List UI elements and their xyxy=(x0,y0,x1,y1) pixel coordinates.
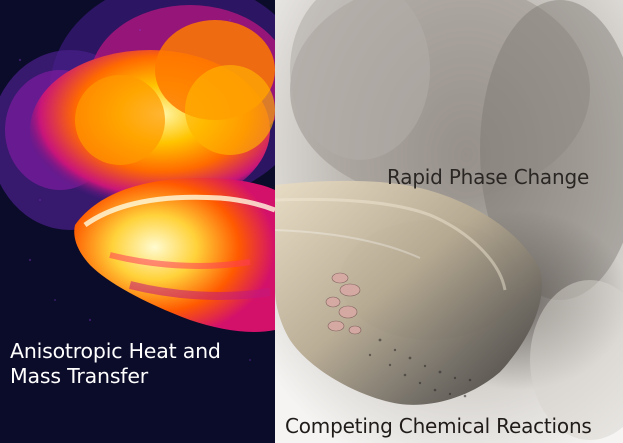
label-left-line2: Mass Transfer xyxy=(10,363,148,388)
thermal-panel xyxy=(0,0,275,443)
label-competing-chemical-reactions: Competing Chemical Reactions xyxy=(285,414,592,438)
label-left-line1: Anisotropic Heat and xyxy=(10,339,221,363)
smoke-panel xyxy=(275,0,623,443)
label-anisotropic-heat-mass-transfer: Anisotropic Heat and Mass Transfer xyxy=(10,339,221,388)
label-rapid-phase-change: Rapid Phase Change xyxy=(387,165,590,189)
